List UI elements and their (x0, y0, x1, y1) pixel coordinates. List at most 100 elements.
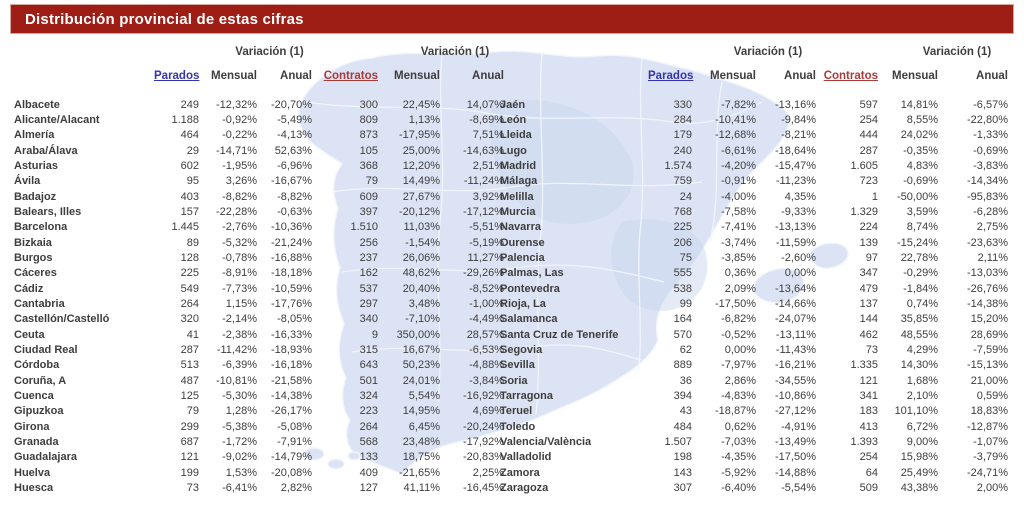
column-header-row: Parados Mensual Anual Contratos Mensual … (500, 66, 1008, 86)
parados-value: 24 (679, 190, 692, 203)
contratos-value: 609 (359, 190, 378, 203)
parados-anual-value: -17,76% (271, 297, 312, 310)
province-name: Zamora (500, 466, 540, 479)
contratos-link[interactable]: Contratos (823, 70, 878, 82)
parados-mensual-value: -1,72% (222, 435, 257, 448)
province-border-line (437, 55, 444, 403)
contratos-anual-value: -20,24% (463, 420, 504, 433)
parados-anual-value: -11,43% (775, 343, 816, 356)
table-row: Zaragoza 307 -6,40% -5,54% 509 43,38% 2,… (500, 480, 1008, 495)
province-name: Salamanca (500, 313, 558, 326)
province-name: León (500, 113, 527, 126)
contratos-value: 127 (359, 481, 378, 494)
contratos-value: 568 (359, 435, 378, 448)
contratos-mensual-value: 16,67% (402, 343, 440, 356)
contratos-mensual-value: 26,06% (402, 251, 440, 264)
contratos-mensual-value: 14,49% (402, 175, 440, 188)
contratos-mensual-value: 23,48% (402, 435, 440, 448)
variacion-header-row: Variación (1) Variación (1) (14, 44, 504, 64)
mensual-header: Mensual (891, 70, 938, 82)
contratos-mensual-value: -7,10% (405, 313, 440, 326)
contratos-value: 144 (859, 313, 878, 326)
parados-mensual-value: -7,58% (721, 205, 756, 218)
contratos-value: 341 (859, 389, 878, 402)
table-row: Madrid 1.574 -4,20% -15,47% 1.605 4,83% … (500, 158, 1008, 173)
contratos-anual-value: -14,34% (967, 175, 1008, 188)
parados-anual-value: -15,47% (775, 159, 816, 172)
province-name: Palmas, Las (500, 267, 564, 280)
province-name: Ciudad Real (14, 343, 78, 356)
parados-value: 602 (180, 159, 199, 172)
parados-anual-value: -9,84% (781, 113, 816, 126)
parados-value: 199 (180, 466, 199, 479)
table-row: Salamanca 164 -6,82% -24,07% 144 35,85% … (500, 312, 1008, 327)
parados-link[interactable]: Parados (154, 70, 200, 82)
balearic-island-mallorca (753, 267, 805, 304)
contratos-anual-value: -12,87% (967, 420, 1008, 433)
contratos-anual-value: -1,07% (973, 435, 1008, 448)
anual-header: Anual (472, 70, 504, 82)
parados-anual-value: -16,21% (775, 359, 816, 372)
contratos-anual-value: -13,03% (967, 267, 1008, 280)
table-row: Bizkaia 89 -5,32% -21,24% 256 -1,54% -5,… (14, 235, 504, 250)
parados-mensual-value: -10,81% (216, 374, 257, 387)
variacion-contratos-header: Variación (1) (420, 46, 490, 58)
parados-mensual-value: -8,91% (222, 267, 257, 280)
parados-anual-value: -13,11% (775, 328, 816, 341)
contratos-mensual-value: 12,20% (402, 159, 440, 172)
province-name: Navarra (500, 221, 541, 234)
table-row: Badajoz 403 -8,82% -8,82% 609 27,67% 3,9… (14, 189, 504, 204)
parados-mensual-value: -6,61% (721, 144, 756, 157)
parados-mensual-value: -7,73% (222, 282, 257, 295)
parados-mensual-value: -12,68% (715, 129, 756, 142)
parados-anual-value: -21,58% (271, 374, 312, 387)
contratos-mensual-value: 9,00% (906, 435, 938, 448)
province-name: Murcia (500, 205, 536, 218)
parados-mensual-value: 0,62% (724, 420, 756, 433)
parados-value: 513 (180, 359, 199, 372)
contratos-value: 509 (859, 481, 878, 494)
map-region-patch-1 (490, 99, 634, 224)
contratos-anual-value: -17,92% (463, 435, 504, 448)
contratos-value: 413 (859, 420, 878, 433)
contratos-mensual-value: 15,98% (900, 451, 938, 464)
contratos-anual-value: 2,75% (976, 221, 1008, 234)
province-name: Gipuzkoa (14, 405, 64, 418)
province-name: Castellón/Castelló (14, 313, 110, 326)
contratos-mensual-value: 0,74% (906, 297, 938, 310)
table-row: Balears, Illes 157 -22,28% -0,63% 397 -2… (14, 204, 504, 219)
contratos-mensual-value: -17,95% (399, 129, 440, 142)
parados-mensual-value: -4,83% (721, 389, 756, 402)
province-name: Pontevedra (500, 282, 560, 295)
table-row: Albacete 249 -12,32% -20,70% 300 22,45% … (14, 97, 504, 112)
parados-mensual-value: -12,32% (216, 98, 257, 111)
table-row: León 284 -10,41% -9,84% 254 8,55% -22,80… (500, 112, 1008, 127)
contratos-link[interactable]: Contratos (323, 70, 378, 82)
province-name: Madrid (500, 159, 537, 172)
table-row: Almería 464 -0,22% -4,13% 873 -17,95% 7,… (14, 128, 504, 143)
parados-anual-value: -5,49% (277, 113, 312, 126)
parados-anual-value: -34,55% (775, 374, 816, 387)
parados-anual-value: 52,63% (274, 144, 312, 157)
parados-link[interactable]: Parados (648, 70, 694, 82)
contratos-mensual-value: 6,72% (906, 420, 938, 433)
province-name: Albacete (14, 98, 60, 111)
contratos-mensual-value: -20,12% (399, 205, 440, 218)
contratos-anual-value: -5,19% (469, 236, 504, 249)
contratos-value: 137 (859, 297, 878, 310)
contratos-value: 183 (859, 405, 878, 418)
parados-value: 225 (673, 221, 692, 234)
parados-value: 570 (673, 328, 692, 341)
parados-value: 143 (673, 466, 692, 479)
parados-anual-value: -8,82% (277, 190, 312, 203)
parados-mensual-value: -8,82% (222, 190, 257, 203)
contratos-value: 643 (359, 359, 378, 372)
parados-value: 29 (186, 144, 199, 157)
province-name: Teruel (500, 405, 533, 418)
parados-anual-value: -13,13% (775, 221, 816, 234)
parados-mensual-value: 2,86% (724, 374, 756, 387)
contratos-anual-value: -23,63% (967, 236, 1008, 249)
table-row: Gipuzkoa 79 1,28% -26,17% 223 14,95% 4,6… (14, 404, 504, 419)
parados-anual-value: -21,24% (271, 236, 312, 249)
parados-anual-value: -13,64% (775, 282, 816, 295)
